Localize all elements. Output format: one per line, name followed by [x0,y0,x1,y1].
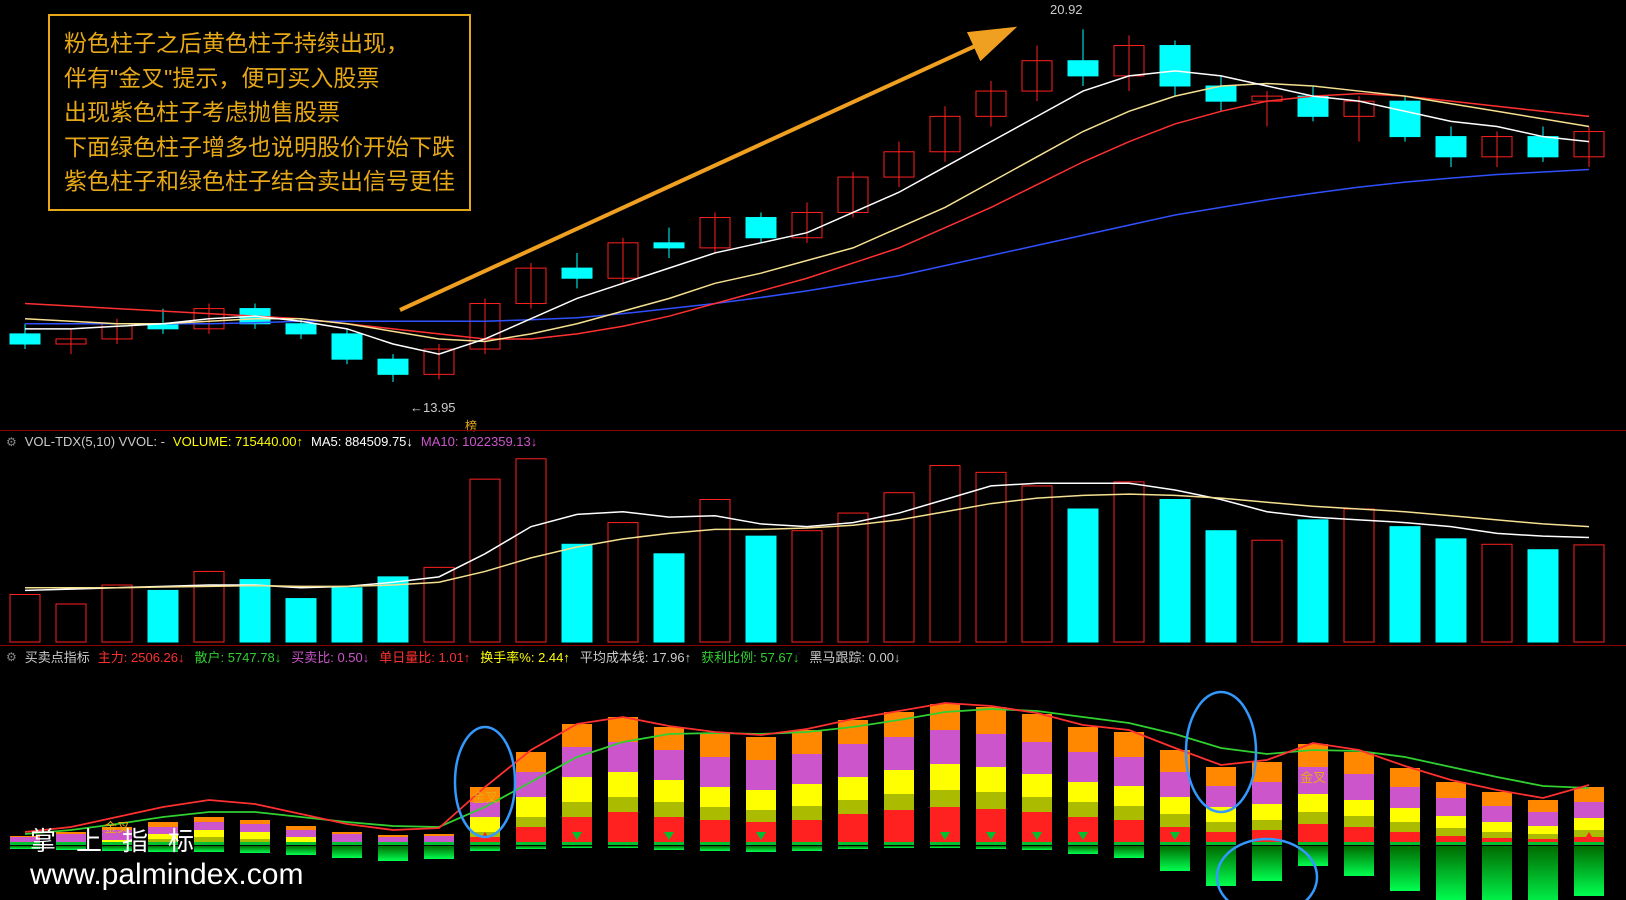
volume-panel[interactable]: ⚙ VOL-TDX(5,10) VVOL: - VOLUME: 715440.0… [0,430,1626,645]
price-low-label: ←13.95 [410,400,456,415]
price-high-label: 20.92 [1050,2,1083,17]
indicator-name: 买卖点指标 [25,647,90,666]
volume-info-bar: ⚙ VOL-TDX(5,10) VVOL: - VOLUME: 715440.0… [0,430,1626,452]
indicator-panel[interactable]: ⚙ 买卖点指标 主力: 2506.26↓散户: 5747.78↓买卖比: 0.5… [0,645,1626,900]
gear-icon[interactable]: ⚙ [6,435,17,449]
indicator-values: 主力: 2506.26↓散户: 5747.78↓买卖比: 0.50↓单日量比: … [98,647,911,666]
volume-ma10: MA10: 1022359.13↓ [421,434,537,449]
indicator-info-bar: ⚙ 买卖点指标 主力: 2506.26↓散户: 5747.78↓买卖比: 0.5… [0,645,1626,667]
watermark: 掌上指标 www.palmindex.com [30,821,303,892]
watermark-url: www.palmindex.com [30,858,303,892]
volume-ma5: MA5: 884509.75↓ [311,434,413,449]
gear-icon[interactable]: ⚙ [6,650,17,664]
kline-panel[interactable]: 粉色柱子之后黄色柱子持续出现，伴有"金叉"提示，便可买入股票出现紫色柱子考虑抛售… [0,0,1626,430]
annotation-box: 粉色柱子之后黄色柱子持续出现，伴有"金叉"提示，便可买入股票出现紫色柱子考虑抛售… [48,14,471,211]
volume-chart[interactable] [0,452,1626,645]
watermark-cn: 掌上指标 [30,821,303,858]
volume-value: VOLUME: 715440.00↑ [173,434,303,449]
vol-indicator-name: VOL-TDX(5,10) VVOL: - [25,434,165,449]
